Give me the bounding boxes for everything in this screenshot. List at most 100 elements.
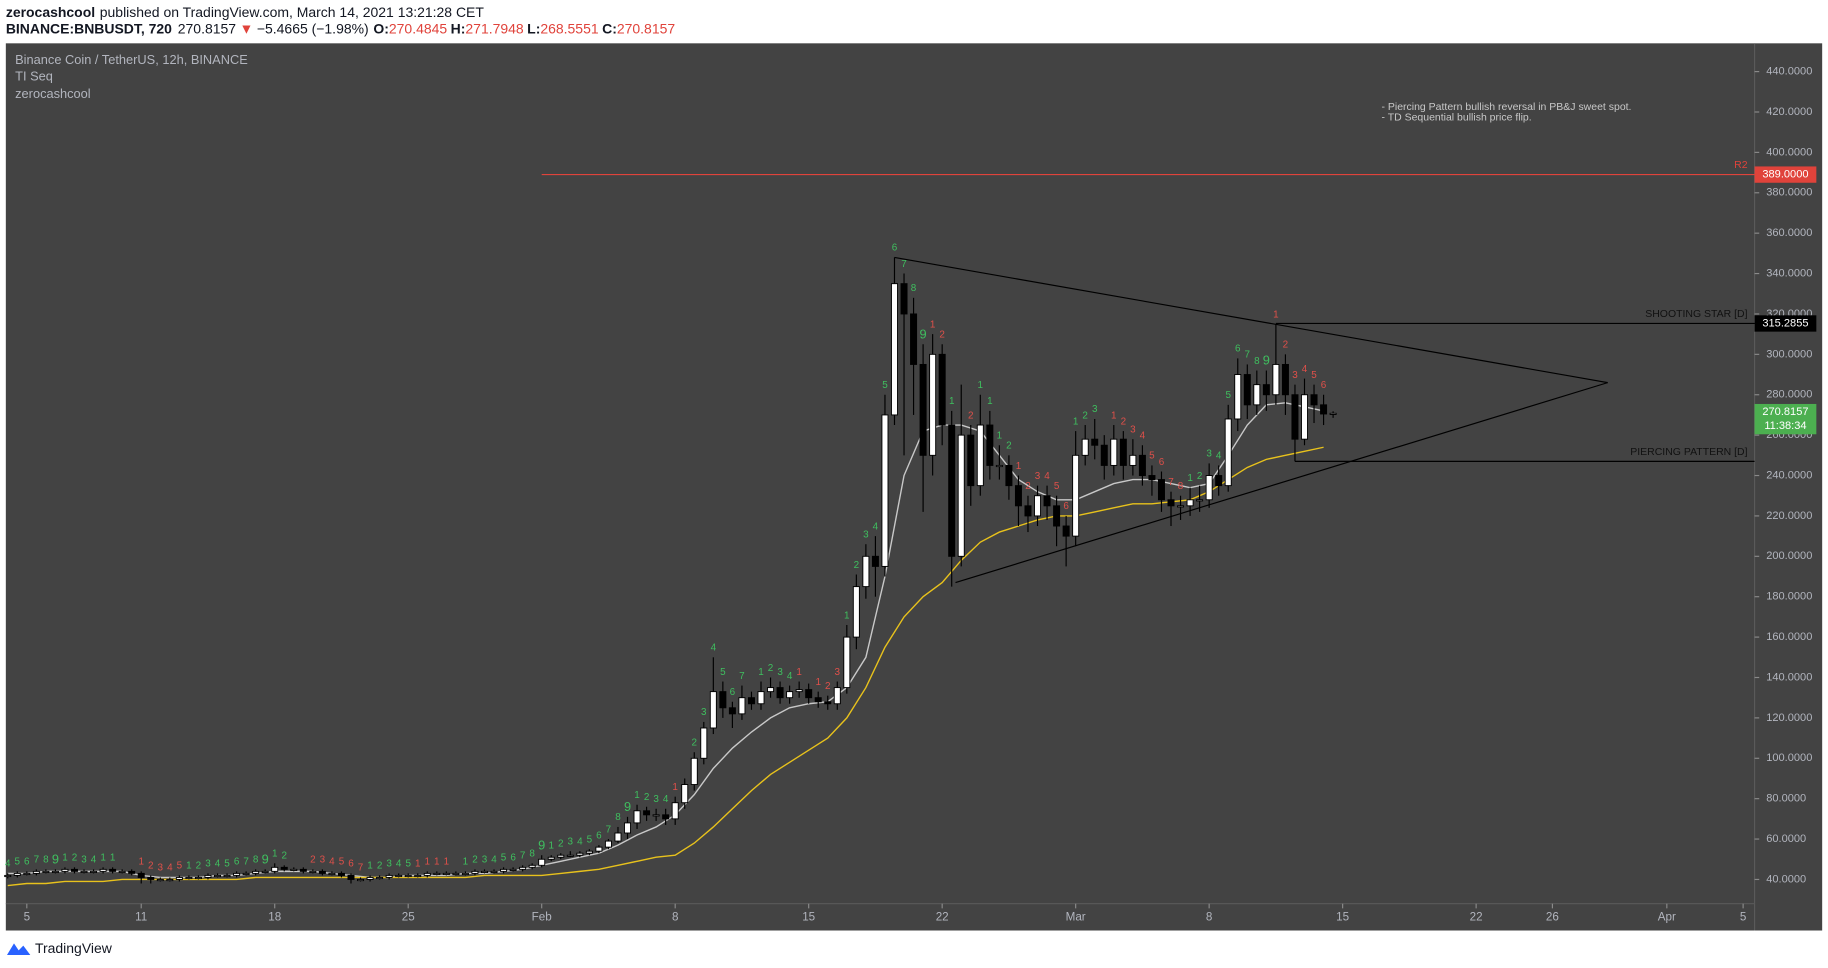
x-tick-label: 8 [672,911,678,924]
candle-body [910,313,918,365]
candle-body [404,874,412,878]
td-count: 9 [624,799,631,814]
candle-body [1034,495,1042,517]
candle-body [147,876,155,880]
candle-body [538,858,546,866]
candle-body [32,870,40,874]
candle-body [1157,479,1165,501]
td-count: 6 [892,243,898,254]
candle-body [337,872,345,876]
candle-body [1272,363,1280,396]
td-count: 9 [52,851,59,866]
candle-body [1310,394,1318,406]
candle-body [290,868,298,871]
candle-body [728,707,736,715]
td-count: 3 [568,836,574,847]
candle-body [1005,464,1013,487]
td-count: 2 [854,560,860,571]
candle-body [214,874,222,878]
x-tick-label: 15 [802,911,815,924]
candle-body [1215,475,1223,487]
candle-body [986,424,994,466]
td-count: 2 [472,855,478,866]
td-count: 6 [234,857,240,868]
td-count: 1 [272,849,278,860]
td-count: 4 [491,855,497,866]
candle-body [1320,404,1328,415]
candle-body [566,854,574,857]
candle-body [1196,499,1204,502]
candle-body [357,878,365,882]
td-count: 2 [1025,481,1031,492]
td-count: 5 [1054,481,1060,492]
td-count: 1 [548,841,554,852]
td-count: 7 [1168,477,1174,488]
candle-body [929,353,937,456]
candle-body [204,874,212,878]
candle-body [42,870,50,874]
moving-average [7,446,1324,887]
candle-body [843,636,851,689]
close-label: C: [602,20,617,36]
candle-body [433,872,441,876]
candle-body [614,832,622,842]
symbol-line: BINANCE:BNBUSDT, 720 270.8157 ▼ −5.4665 (−1… [6,20,676,36]
candle-body [747,697,755,705]
td-count: 1 [1187,473,1193,484]
candle-body [1053,505,1061,527]
y-tick-label: 40.0000 [1766,873,1806,885]
level-name: R2 [1734,160,1748,171]
candle-body [557,854,565,858]
y-tick-label: 240.0000 [1766,469,1812,481]
candle-body [871,555,879,567]
candle-body [1243,374,1251,406]
td-count: 1 [796,667,802,678]
td-count: 7 [606,824,612,835]
td-count: 1 [1111,410,1117,421]
td-count: 7 [358,863,364,874]
td-count: 3 [1130,424,1136,435]
td-count: 9 [262,851,269,866]
candle-body [1129,454,1137,466]
candle-body [185,876,193,880]
td-count: 1 [1273,309,1279,320]
td-count: 9 [920,326,927,341]
candle-body [585,850,593,854]
countdown: 11:38:34 [1764,420,1806,432]
candle-body [776,687,784,699]
td-count: 7 [901,259,907,270]
x-tick-label: Mar [1066,911,1086,924]
td-count: 7 [34,855,40,866]
published: published on TradingView.com, March 14, … [100,4,485,20]
td-count: 1 [425,857,431,868]
low-label: L: [527,20,540,36]
td-count: 1 [815,677,821,688]
x-tick-label: 26 [1546,911,1559,924]
td-count: 2 [377,861,383,872]
td-count: 2 [1006,441,1012,452]
td-count: 9 [1263,353,1270,368]
x-tick-label: 15 [1336,911,1349,924]
td-count: 4 [873,521,879,532]
td-count: 8 [43,855,49,866]
td-count: 8 [253,855,259,866]
candle-body [242,872,250,876]
note: - Piercing Pattern bullish reversal in P… [1381,102,1631,113]
x-tick-label: Feb [532,911,552,924]
candle-body [786,691,794,699]
candle-body [719,691,727,709]
td-count: 4 [1044,471,1050,482]
candle-body [624,822,632,834]
td-count: 1 [463,857,469,868]
x-tick-label: 25 [402,911,415,924]
candle-body [1110,438,1118,466]
td-count: 2 [148,861,154,872]
td-count: 4 [1302,364,1308,375]
td-count: 2 [558,838,564,849]
td-count: 3 [81,855,87,866]
td-count: 5 [224,859,230,870]
td-count: 5 [587,834,593,845]
candle-body [261,870,269,874]
candle-body [519,866,527,870]
